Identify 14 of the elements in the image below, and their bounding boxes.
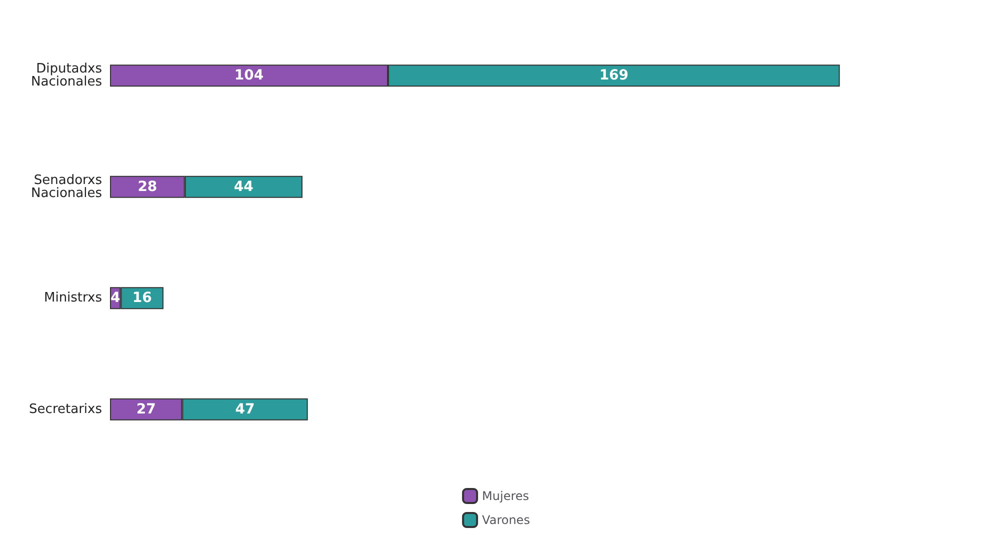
data-label: 169 xyxy=(599,68,629,84)
legend-label: Varones xyxy=(482,513,530,527)
legend-label: Mujeres xyxy=(482,489,530,503)
y-tick-label: Senadorxs Nacionales xyxy=(31,172,102,201)
data-label: 44 xyxy=(234,178,254,195)
data-label: 47 xyxy=(235,401,255,418)
y-tick-label: Diputadxs Nacionales xyxy=(31,62,102,90)
data-label: 4 xyxy=(110,290,120,306)
data-label: 16 xyxy=(132,290,152,306)
y-tick-label: Ministrxs xyxy=(44,290,102,306)
data-label: 28 xyxy=(138,178,158,195)
data-label: 27 xyxy=(136,401,156,418)
data-label: 104 xyxy=(234,68,264,84)
y-tick-label: Secretarixs xyxy=(29,402,102,417)
